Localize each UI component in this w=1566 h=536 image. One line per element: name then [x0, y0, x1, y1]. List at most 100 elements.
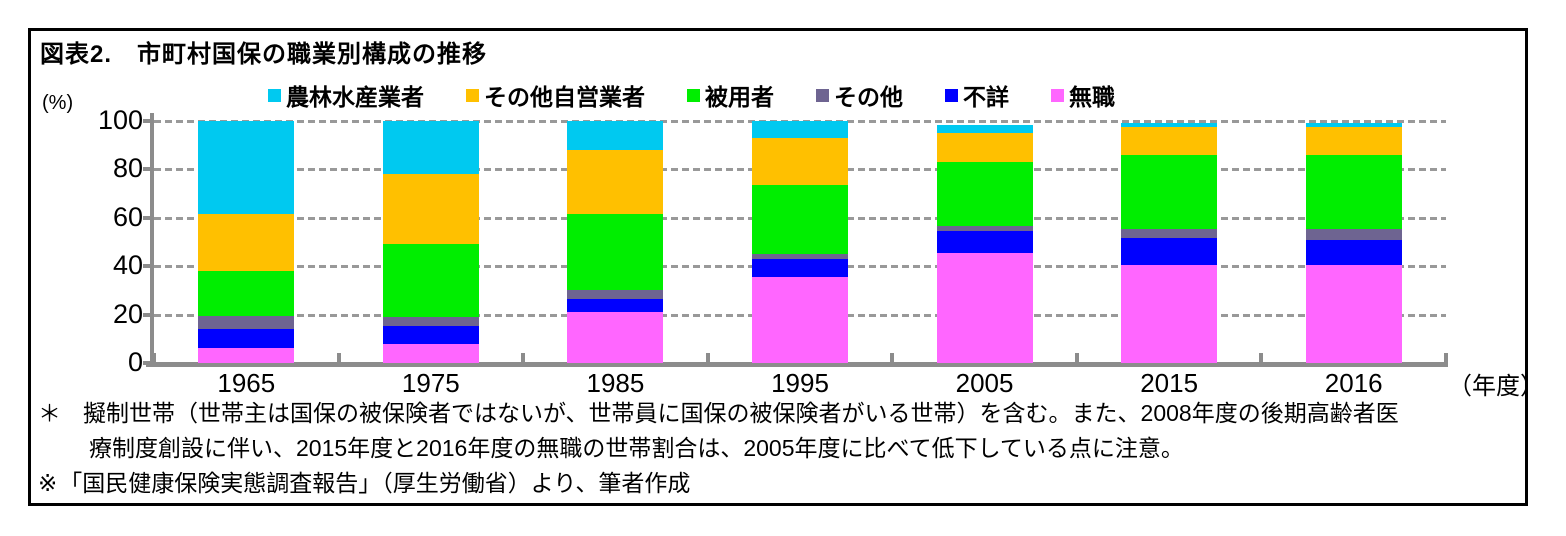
bar-segment	[1305, 123, 1402, 128]
bar-segment	[567, 150, 664, 215]
bar-segment	[567, 312, 664, 363]
bar-segment	[752, 254, 848, 259]
bar-segment	[936, 231, 1033, 253]
y-axis-tick	[143, 264, 151, 269]
x-axis-unit-label: （年度）	[1448, 373, 1544, 400]
y-tick-label: 40	[112, 250, 143, 281]
bar-segment	[752, 121, 848, 138]
bar-segment	[1121, 123, 1218, 128]
bar-segment	[198, 214, 295, 272]
x-tick-label: 1995	[771, 368, 829, 398]
x-axis-tick	[890, 353, 895, 362]
bar-2016	[1305, 123, 1402, 363]
footnote-text: 擬制世帯（世帯主は国保の被保険者ではないが、世帯員に国保の被保険者がいる世帯）を…	[83, 400, 1399, 426]
legend-swatch-icon	[466, 88, 479, 102]
x-axis-line	[146, 362, 1448, 367]
bar-segment	[198, 271, 295, 316]
bar-segment	[382, 121, 479, 175]
figure-title: 図表2. 市町村国保の職業別構成の推移	[40, 41, 488, 68]
legend-label: 被用者	[705, 84, 774, 110]
y-tick-label: 0	[127, 347, 143, 377]
x-tick-label: 1975	[401, 368, 460, 398]
legend-label: 農林水産業者	[286, 84, 424, 110]
legend-item: 無職	[1051, 78, 1115, 112]
bar-segment	[752, 185, 848, 255]
x-tick-label: 2005	[955, 368, 1014, 398]
x-axis-tick	[336, 353, 341, 362]
footnote-line: 療制度創設に伴い、2015年度と2016年度の無職の世帯割合は、2005年度に比…	[38, 431, 1508, 466]
bar-segment	[567, 121, 664, 151]
footnote-text: 「国民健康保険実態調査報告」（厚生労働省）より、筆者作成	[59, 470, 691, 496]
bar-segment	[1121, 238, 1218, 265]
x-axis-tick	[705, 353, 710, 362]
bar-segment	[382, 343, 479, 363]
bar-segment	[382, 317, 479, 326]
x-axis-tick	[1259, 353, 1264, 362]
legend-swatch-icon	[268, 88, 281, 102]
chart-legend: 農林水産業者 その他自営業者 被用者 その他 不詳 無職	[268, 78, 1115, 112]
bar-segment	[382, 244, 479, 318]
y-tick-label: 80	[112, 153, 143, 184]
bar-segment	[936, 226, 1033, 232]
bar-segment	[1305, 239, 1402, 265]
y-axis-tick	[143, 215, 151, 220]
legend-item: 農林水産業者	[268, 78, 424, 112]
bar-segment	[382, 325, 479, 344]
bar-segment	[198, 329, 295, 349]
legend-swatch-icon	[1051, 88, 1064, 102]
footnote-marker: ＊	[38, 400, 61, 426]
legend-item: その他自営業者	[466, 78, 645, 112]
legend-swatch-icon	[687, 88, 700, 102]
y-tick-label: 100	[97, 105, 143, 135]
bar-1975	[382, 121, 479, 363]
x-tick-label: 2015	[1140, 368, 1199, 398]
bar-segment	[198, 315, 295, 330]
legend-item: 被用者	[687, 78, 774, 112]
bar-segment	[1305, 265, 1402, 363]
bar-segment	[1121, 265, 1218, 363]
y-axis-line	[150, 113, 154, 367]
legend-label: その他自営業者	[484, 84, 645, 110]
bar-1995	[752, 121, 848, 363]
legend-item: 不詳	[945, 78, 1009, 112]
bar-segment	[752, 258, 848, 278]
bar-segment	[752, 277, 848, 363]
x-tick-label: 1985	[586, 368, 645, 398]
y-axis-tick	[143, 167, 151, 172]
legend-item: その他	[816, 78, 903, 112]
bar-2015	[1121, 123, 1218, 363]
bar-segment	[936, 252, 1033, 363]
bar-segment	[198, 348, 295, 363]
x-tick-label: 1965	[217, 368, 276, 398]
x-axis-tick	[1444, 353, 1448, 362]
bar-segment	[752, 137, 848, 186]
bar-segment	[1305, 228, 1402, 240]
bar-segment	[567, 290, 664, 299]
y-axis-tick	[143, 361, 151, 365]
bar-1985	[567, 121, 664, 363]
x-axis-tick	[1074, 353, 1079, 362]
plot-area	[154, 120, 1446, 363]
legend-swatch-icon	[945, 88, 958, 102]
bar-segment	[1305, 154, 1402, 229]
legend-label: 無職	[1069, 84, 1115, 110]
bar-segment	[567, 298, 664, 313]
y-axis-tick	[143, 312, 151, 317]
legend-swatch-icon	[816, 88, 829, 102]
footnote-marker: ※	[38, 470, 58, 496]
bar-segment	[1121, 228, 1218, 239]
bar-segment	[382, 174, 479, 245]
x-axis-tick	[152, 353, 156, 362]
bar-segment	[936, 124, 1033, 134]
legend-label: その他	[834, 84, 903, 110]
y-tick-label: 20	[112, 298, 143, 329]
bar-segment	[936, 162, 1033, 227]
y-axis-tick	[143, 119, 151, 123]
bar-1965	[198, 121, 295, 363]
bar-segment	[936, 133, 1033, 163]
legend-label: 不詳	[963, 84, 1009, 110]
bar-segment	[1305, 127, 1402, 155]
bar-2005	[936, 124, 1033, 363]
x-tick-label: 2016	[1324, 368, 1383, 398]
